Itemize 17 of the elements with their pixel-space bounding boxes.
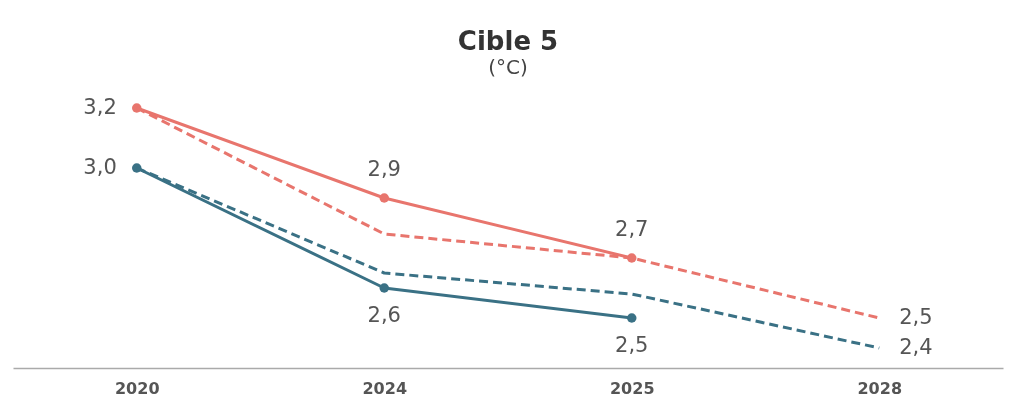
data-label: 3,0 <box>83 155 117 179</box>
point <box>627 313 637 323</box>
point <box>379 193 389 203</box>
point <box>379 283 389 293</box>
data-label: 3,2 <box>83 95 117 119</box>
x-tick-label: 2028 <box>857 378 903 398</box>
data-label: 2,9 <box>367 157 401 181</box>
x-tick-label: 2024 <box>362 378 408 398</box>
data-label: 2,4 <box>899 335 933 359</box>
data-label: 2,5 <box>899 305 933 329</box>
chart-subtitle: (°C) <box>488 55 528 79</box>
data-label: 2,7 <box>615 217 649 241</box>
x-tick-label: 2020 <box>114 378 160 398</box>
data-label: 2,5 <box>615 333 649 357</box>
chart-title: Cible 5 <box>457 26 559 56</box>
x-tick-label: 2025 <box>609 378 655 398</box>
data-label: 2,6 <box>367 303 401 327</box>
